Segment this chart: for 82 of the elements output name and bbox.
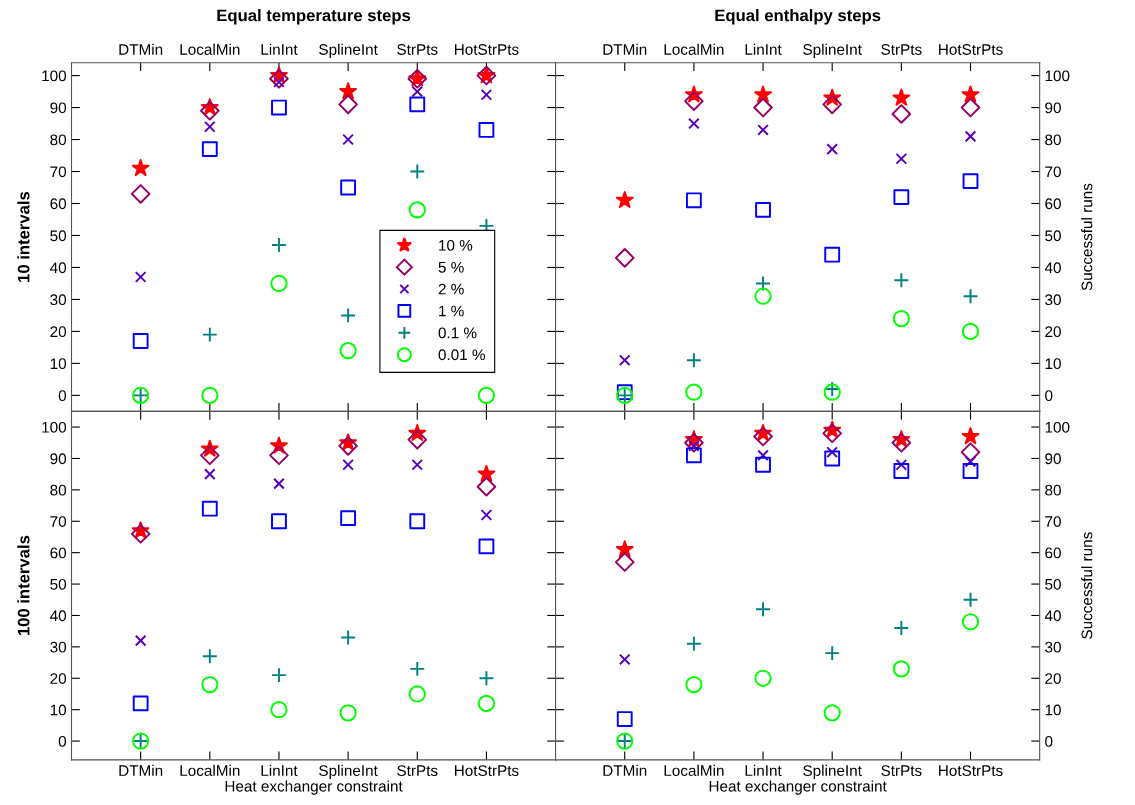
y-tick-label: 80 <box>1045 134 1061 146</box>
x-tick-label: LinInt <box>745 764 782 776</box>
y-tick-label: 70 <box>50 516 67 527</box>
x-tick-label: LinInt <box>261 764 298 776</box>
x-tick-label: DTMin <box>603 43 647 55</box>
y-tick-label: 100 <box>1045 421 1070 433</box>
y-tick-label: 60 <box>1045 547 1061 559</box>
y-tick-label: 10 <box>1045 704 1061 716</box>
legend-label: 10 % <box>439 239 473 251</box>
y-tick-label: 0 <box>1045 735 1053 747</box>
y-tick-label: 10 <box>50 358 67 370</box>
legend-label: 2 % <box>438 283 464 295</box>
x-tick-label: StrPts <box>397 44 438 55</box>
y-axis-title: 100 intervals <box>17 535 30 636</box>
y-tick-label: 60 <box>50 198 67 210</box>
x-tick-label: HotStrPts <box>939 44 1003 55</box>
y-tick-label: 40 <box>1044 262 1061 274</box>
x-axis-title: Heat exchanger constraint <box>225 780 403 795</box>
y-tick-label: 100 <box>1045 70 1070 82</box>
y-tick-label: 70 <box>1045 516 1061 527</box>
x-tick-label: HotStrPts <box>455 765 519 776</box>
x-tick-label: DTMin <box>603 764 647 776</box>
y-tick-label: 90 <box>50 453 67 465</box>
y-tick-label: 0 <box>1045 390 1053 402</box>
y-tick-label: 40 <box>50 610 67 622</box>
y-tick-label: 50 <box>50 230 67 242</box>
y-tick-label: 40 <box>1044 610 1061 622</box>
y-tick-label: 60 <box>50 547 67 559</box>
x-tick-label: SplineInt <box>319 764 378 780</box>
legend-label: 5 % <box>438 261 464 273</box>
y-tick-label: 70 <box>50 166 67 178</box>
y-tick-label: 30 <box>1045 641 1061 653</box>
y-tick-label: 90 <box>50 102 67 114</box>
x-tick-label: LocalMin <box>180 764 240 776</box>
y-tick-label: 30 <box>1045 294 1061 306</box>
y-tick-label: 30 <box>50 641 67 653</box>
x-tick-label: HotStrPts <box>939 765 1003 776</box>
y-tick-label: 90 <box>1045 453 1061 465</box>
chart-title: Equal temperature steps <box>217 9 411 25</box>
chart-title: Equal enthalpy steps <box>715 9 881 25</box>
y-tick-label: 80 <box>50 484 67 496</box>
x-tick-label: StrPts <box>397 765 438 776</box>
y-tick-label: 100 <box>42 421 67 433</box>
x-tick-label: LocalMin <box>180 43 240 55</box>
y-tick-label: 10 <box>1045 358 1061 370</box>
y-tick-label: 30 <box>50 294 67 306</box>
y-axis-title: 10 intervals <box>17 191 30 282</box>
y-tick-label: 10 <box>50 704 67 716</box>
y-tick-label: 50 <box>1045 578 1061 590</box>
y-tick-label: 80 <box>50 134 67 146</box>
legend-label: 1 % <box>439 305 464 317</box>
x-tick-label: LocalMin <box>664 43 724 55</box>
x-tick-label: SplineInt <box>803 764 862 780</box>
y-tick-label: 20 <box>1045 673 1061 684</box>
x-tick-label: DTMin <box>119 43 163 55</box>
x-tick-label: SplineInt <box>319 43 378 58</box>
y-tick-label: 60 <box>1045 198 1061 210</box>
x-tick-label: StrPts <box>881 44 922 55</box>
y-tick-label: 80 <box>1045 484 1061 496</box>
x-tick-label: HotStrPts <box>455 44 519 55</box>
y-tick-label: 0 <box>58 735 67 747</box>
y-tick-label: 50 <box>50 578 67 590</box>
x-axis-title: Heat exchanger constraint <box>709 780 887 795</box>
x-tick-label: LinInt <box>261 43 298 55</box>
y-tick-label: 20 <box>1045 326 1061 338</box>
y-tick-label: 20 <box>50 673 67 684</box>
x-tick-label: StrPts <box>881 765 922 776</box>
legend-label: 0.1 % <box>438 327 477 339</box>
y-axis-title: Successful runs <box>1081 183 1093 291</box>
y-tick-label: 70 <box>1045 166 1061 178</box>
y-tick-label: 100 <box>42 70 67 82</box>
y-axis-title: Successful runs <box>1081 532 1093 639</box>
y-tick-label: 40 <box>50 262 67 274</box>
x-tick-label: LocalMin <box>664 764 724 776</box>
x-tick-label: SplineInt <box>803 43 862 58</box>
x-tick-label: DTMin <box>119 764 163 776</box>
y-tick-label: 90 <box>1045 102 1061 114</box>
y-tick-label: 0 <box>58 390 67 402</box>
legend-label: 0.01 % <box>438 349 485 361</box>
x-tick-label: LinInt <box>745 43 782 55</box>
y-tick-label: 20 <box>50 326 67 338</box>
y-tick-label: 50 <box>1045 230 1061 242</box>
